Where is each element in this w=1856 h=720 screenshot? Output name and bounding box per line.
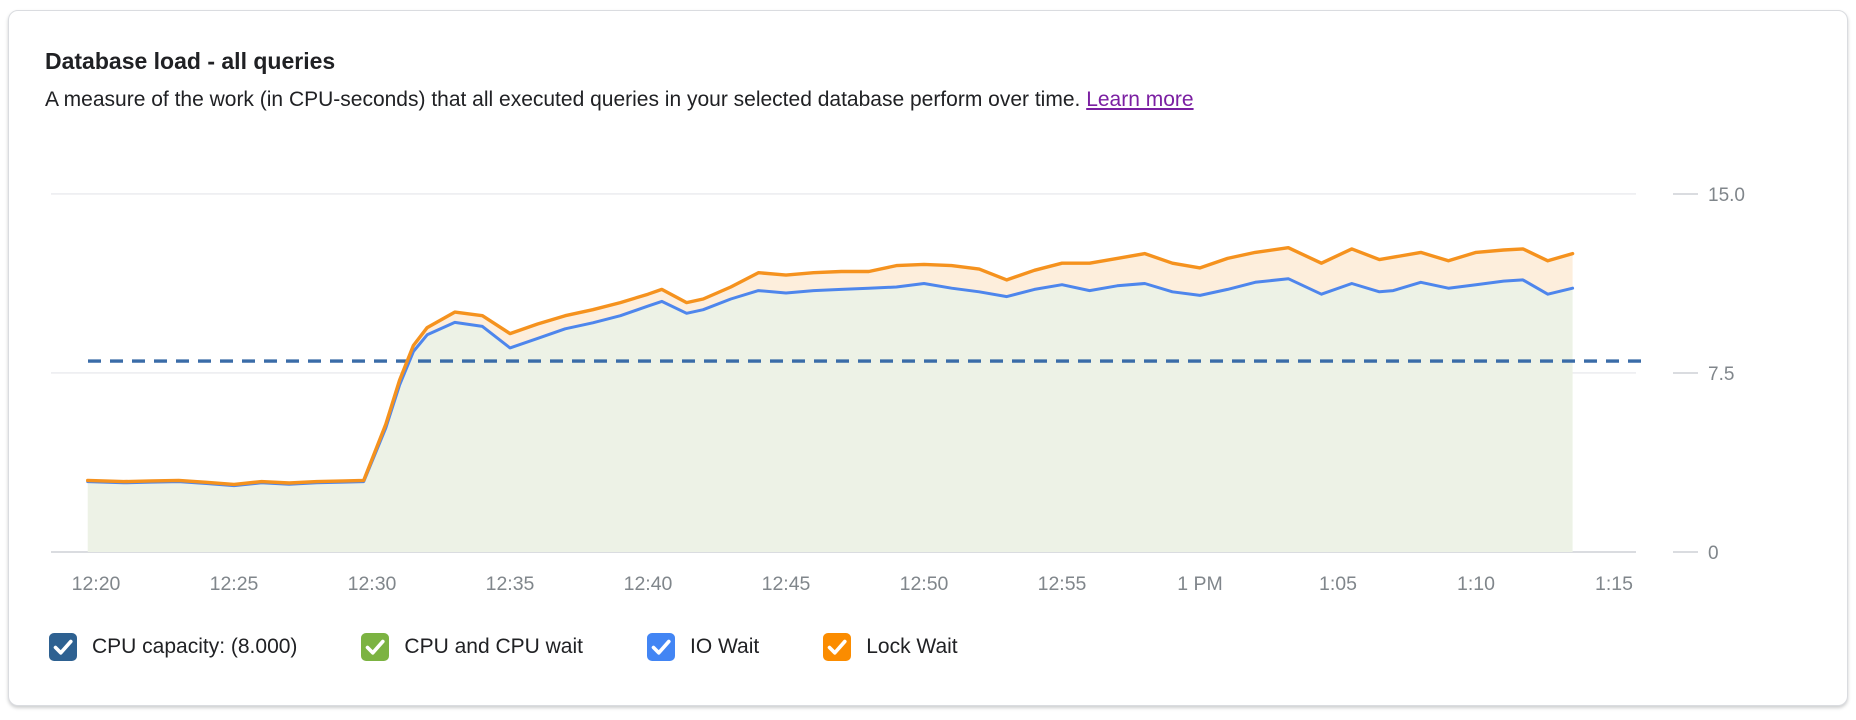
x-axis-label: 12:25 [210, 573, 259, 595]
legend-label: Lock Wait [866, 635, 958, 658]
x-axis-label: 12:35 [486, 573, 535, 595]
database-load-card: Database load - all queries A measure of… [8, 10, 1848, 706]
legend-label: CPU and CPU wait [404, 635, 583, 658]
lock-wait-band-fill [87, 247, 1573, 486]
legend-item-io-wait: IO Wait [646, 633, 760, 661]
legend-item-cpu-capacity-8-000: CPU capacity: (8.000) [49, 633, 297, 661]
x-axis-label: 1:15 [1595, 573, 1633, 595]
y-axis-label: 0 [1708, 543, 1719, 564]
legend-checkbox-icon[interactable] [49, 633, 77, 661]
card-subtitle: A measure of the work (in CPU-seconds) t… [45, 87, 1847, 113]
lock-wait-line [85, 245, 1575, 487]
legend-label: CPU capacity: (8.000) [92, 635, 298, 658]
chart-canvas[interactable]: 0 7.5 15.0 12:20 12:25 12:30 12:35 12:40 12:45 12… [9, 137, 1849, 607]
y-axis-label: 7.5 [1708, 364, 1734, 385]
legend-label: IO Wait [689, 635, 760, 658]
x-axis-label: 12:45 [762, 573, 811, 595]
x-axis-label: 12:50 [900, 573, 949, 595]
legend-checkbox-icon[interactable] [823, 633, 852, 661]
x-axis-label: 1:05 [1319, 573, 1357, 595]
legend-checkbox-icon[interactable] [646, 633, 675, 661]
learn-more-link[interactable]: Learn more [1086, 88, 1194, 111]
legend-item-cpu-and-cpu-wait: CPU and CPU wait [361, 633, 583, 661]
y-axis-label: 15.0 [1708, 185, 1745, 206]
x-axis-label: 12:40 [624, 573, 673, 595]
x-axis-label: 1:10 [1457, 573, 1495, 595]
x-axis-label: 12:30 [348, 573, 397, 595]
legend-checkbox-icon[interactable] [361, 633, 390, 661]
subtitle-text: A measure of the work (in CPU-seconds) t… [45, 88, 1081, 111]
x-axis-label: 12:55 [1038, 573, 1087, 595]
x-axis-label: 1 PM [1177, 573, 1223, 595]
chart-legend: CPU capacity: (8.000) CPU and CPU wait IO … [49, 633, 1847, 661]
page-title: Database load - all queries [45, 48, 336, 74]
cpu-area-fill [87, 278, 1573, 552]
database-load-chart[interactable]: 0 7.5 15.0 12:20 12:25 12:30 12:35 12:40 12:45 12… [9, 137, 1849, 607]
x-axis-label: 12:20 [72, 573, 121, 595]
legend-item-lock-wait: Lock Wait [823, 633, 958, 661]
